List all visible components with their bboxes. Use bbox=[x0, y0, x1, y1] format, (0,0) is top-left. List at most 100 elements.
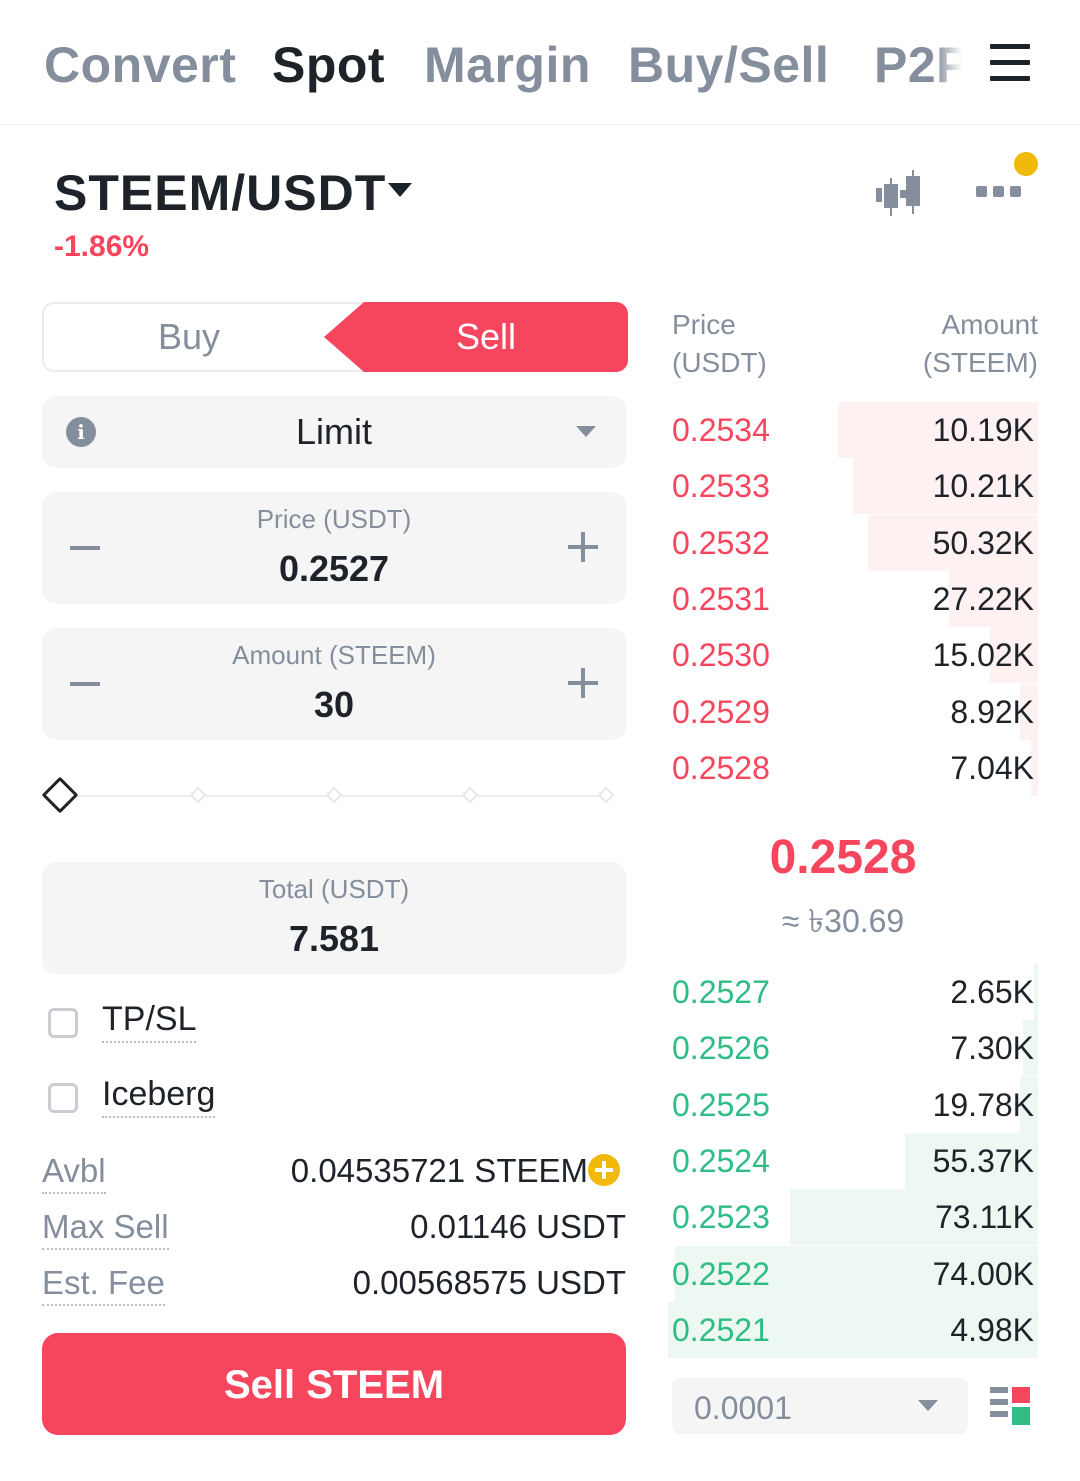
candlestick-chart-icon[interactable] bbox=[874, 170, 924, 216]
tab-spot[interactable]: Spot bbox=[272, 37, 386, 93]
price-input[interactable]: 0.2527 bbox=[278, 548, 390, 589]
bid-price: 0.2524 bbox=[672, 1142, 770, 1179]
bid-row[interactable]: 0.2525 19.78K bbox=[668, 1076, 1038, 1133]
ask-row[interactable]: 0.2528 7.04K bbox=[668, 739, 1038, 796]
bid-price: 0.2527 bbox=[672, 974, 770, 1010]
iceberg-label[interactable]: Iceberg bbox=[102, 1075, 216, 1118]
bid-price: 0.2522 bbox=[672, 1255, 770, 1292]
iceberg-checkbox[interactable] bbox=[48, 1083, 78, 1113]
trading-pair[interactable]: STEEM/USDT bbox=[54, 165, 387, 221]
amount-increase-icon[interactable] bbox=[568, 668, 598, 698]
tab-convert[interactable]: Convert bbox=[44, 37, 237, 93]
ask-row[interactable]: 0.2529 8.92K bbox=[668, 683, 1038, 740]
ask-amount: 8.92K bbox=[950, 693, 1034, 730]
bid-amount: 4.98K bbox=[950, 1311, 1034, 1348]
price-field[interactable]: Price (USDT) 0.2527 bbox=[42, 492, 626, 604]
pair-dropdown-icon[interactable] bbox=[388, 183, 412, 197]
amount-input[interactable]: 30 bbox=[313, 684, 355, 725]
dropdown-caret-icon bbox=[576, 426, 596, 437]
bid-row[interactable]: 0.2523 73.11K bbox=[668, 1189, 1038, 1246]
amount-decrease-icon[interactable] bbox=[70, 682, 100, 686]
ask-amount: 50.32K bbox=[932, 524, 1034, 561]
ask-amount: 10.19K bbox=[932, 412, 1034, 448]
bid-amount: 2.65K bbox=[950, 974, 1034, 1010]
ask-row[interactable]: 0.2533 10.21K bbox=[668, 458, 1038, 515]
ask-price: 0.2534 bbox=[672, 412, 770, 448]
est-fee-label[interactable]: Est. Fee bbox=[42, 1264, 165, 1306]
tab-buy-sell[interactable]: Buy/Sell bbox=[628, 37, 830, 93]
bid-amount: 74.00K bbox=[932, 1255, 1034, 1292]
bid-depth-bar bbox=[1034, 964, 1038, 1020]
amount-label: Amount (STEEM) bbox=[232, 640, 436, 670]
amount-percent-slider[interactable] bbox=[41, 776, 626, 816]
tab-p2p[interactable]: P2P bbox=[874, 37, 962, 93]
ask-depth-bar bbox=[867, 514, 1038, 571]
amount-field[interactable]: Amount (STEEM) 30 bbox=[42, 628, 626, 740]
ask-row[interactable]: 0.2534 10.19K bbox=[668, 402, 1038, 458]
price-increase-icon[interactable] bbox=[568, 532, 598, 562]
ask-amount: 15.02K bbox=[932, 637, 1034, 674]
bid-row[interactable]: 0.2521 4.98K bbox=[668, 1301, 1038, 1358]
max-sell-value: 0.01146 USDT bbox=[410, 1208, 626, 1245]
ob-price-header-label: Price bbox=[672, 309, 736, 340]
order-type-select[interactable]: i Limit bbox=[42, 396, 626, 468]
bid-amount: 19.78K bbox=[932, 1086, 1034, 1123]
est-fee-value: 0.00568575 USDT bbox=[352, 1264, 626, 1301]
bid-depth-bar bbox=[668, 1301, 1038, 1358]
total-field[interactable]: Total (USDT) 7.581 bbox=[42, 862, 626, 974]
price-change-percent: -1.86% bbox=[54, 230, 150, 263]
more-options-icon[interactable] bbox=[976, 186, 1022, 198]
available-balance-row: Avbl 0.04535721 STEEM bbox=[42, 1152, 626, 1198]
last-price[interactable]: 0.2528 bbox=[769, 831, 917, 884]
ob-price-header-unit: (USDT) bbox=[672, 347, 767, 378]
ask-amount: 10.21K bbox=[932, 468, 1034, 505]
menu-icon[interactable] bbox=[990, 44, 1030, 82]
precision-select[interactable]: 0.0001 bbox=[672, 1378, 968, 1434]
tab-margin[interactable]: Margin bbox=[424, 37, 591, 93]
slider-node-100[interactable] bbox=[597, 786, 615, 804]
sell-toggle-button[interactable]: Sell bbox=[324, 302, 628, 372]
info-icon[interactable]: i bbox=[66, 417, 96, 447]
slider-thumb[interactable] bbox=[41, 776, 79, 814]
slider-node-25[interactable] bbox=[189, 786, 207, 804]
buy-toggle-button[interactable]: Buy bbox=[157, 316, 221, 357]
bid-depth-bar bbox=[675, 1245, 1038, 1302]
bid-depth-bar bbox=[1019, 1076, 1038, 1133]
ask-price: 0.2532 bbox=[672, 524, 770, 561]
bid-price: 0.2525 bbox=[672, 1086, 770, 1123]
ask-row[interactable]: 0.2532 50.32K bbox=[668, 514, 1038, 571]
bid-depth-bar bbox=[790, 1189, 1038, 1246]
total-input[interactable]: 7.581 bbox=[288, 918, 380, 959]
ask-depth-bar bbox=[949, 570, 1038, 627]
max-sell-row: Max Sell 0.01146 USDT bbox=[42, 1208, 626, 1254]
order-book-layout-icon[interactable] bbox=[990, 1387, 1030, 1425]
ask-price: 0.2528 bbox=[672, 749, 770, 786]
price-decrease-icon[interactable] bbox=[70, 546, 100, 550]
add-funds-icon[interactable] bbox=[588, 1154, 620, 1186]
order-type-label: Limit bbox=[295, 411, 372, 452]
ob-amount-header-unit: (STEEM) bbox=[922, 347, 1038, 378]
precision-value: 0.0001 bbox=[694, 1390, 792, 1426]
tpsl-label[interactable]: TP/SL bbox=[102, 1000, 197, 1043]
bid-amount: 55.37K bbox=[932, 1142, 1034, 1179]
sell-submit-button[interactable]: Sell STEEM bbox=[42, 1333, 626, 1435]
max-sell-label[interactable]: Max Sell bbox=[42, 1208, 169, 1250]
bid-row[interactable]: 0.2526 7.30K bbox=[668, 1020, 1038, 1077]
ob-amount-header-label: Amount bbox=[941, 309, 1039, 340]
slider-node-75[interactable] bbox=[461, 786, 479, 804]
bid-price: 0.2526 bbox=[672, 1030, 770, 1067]
avbl-value: 0.04535721 STEEM bbox=[290, 1152, 588, 1189]
avbl-label[interactable]: Avbl bbox=[42, 1152, 106, 1194]
ask-depth-bar bbox=[989, 627, 1038, 684]
bid-depth-bar bbox=[1023, 1020, 1038, 1077]
bid-row[interactable]: 0.2524 55.37K bbox=[668, 1132, 1038, 1189]
bid-price: 0.2521 bbox=[672, 1311, 770, 1348]
bid-row[interactable]: 0.2522 74.00K bbox=[668, 1245, 1038, 1302]
ask-row[interactable]: 0.2530 15.02K bbox=[668, 627, 1038, 684]
slider-node-50[interactable] bbox=[325, 786, 343, 804]
bid-price: 0.2523 bbox=[672, 1199, 770, 1236]
ask-price: 0.2530 bbox=[672, 637, 770, 674]
ask-row[interactable]: 0.2531 27.22K bbox=[668, 570, 1038, 627]
tpsl-checkbox[interactable] bbox=[48, 1008, 78, 1038]
bid-row[interactable]: 0.2527 2.65K bbox=[668, 964, 1038, 1020]
